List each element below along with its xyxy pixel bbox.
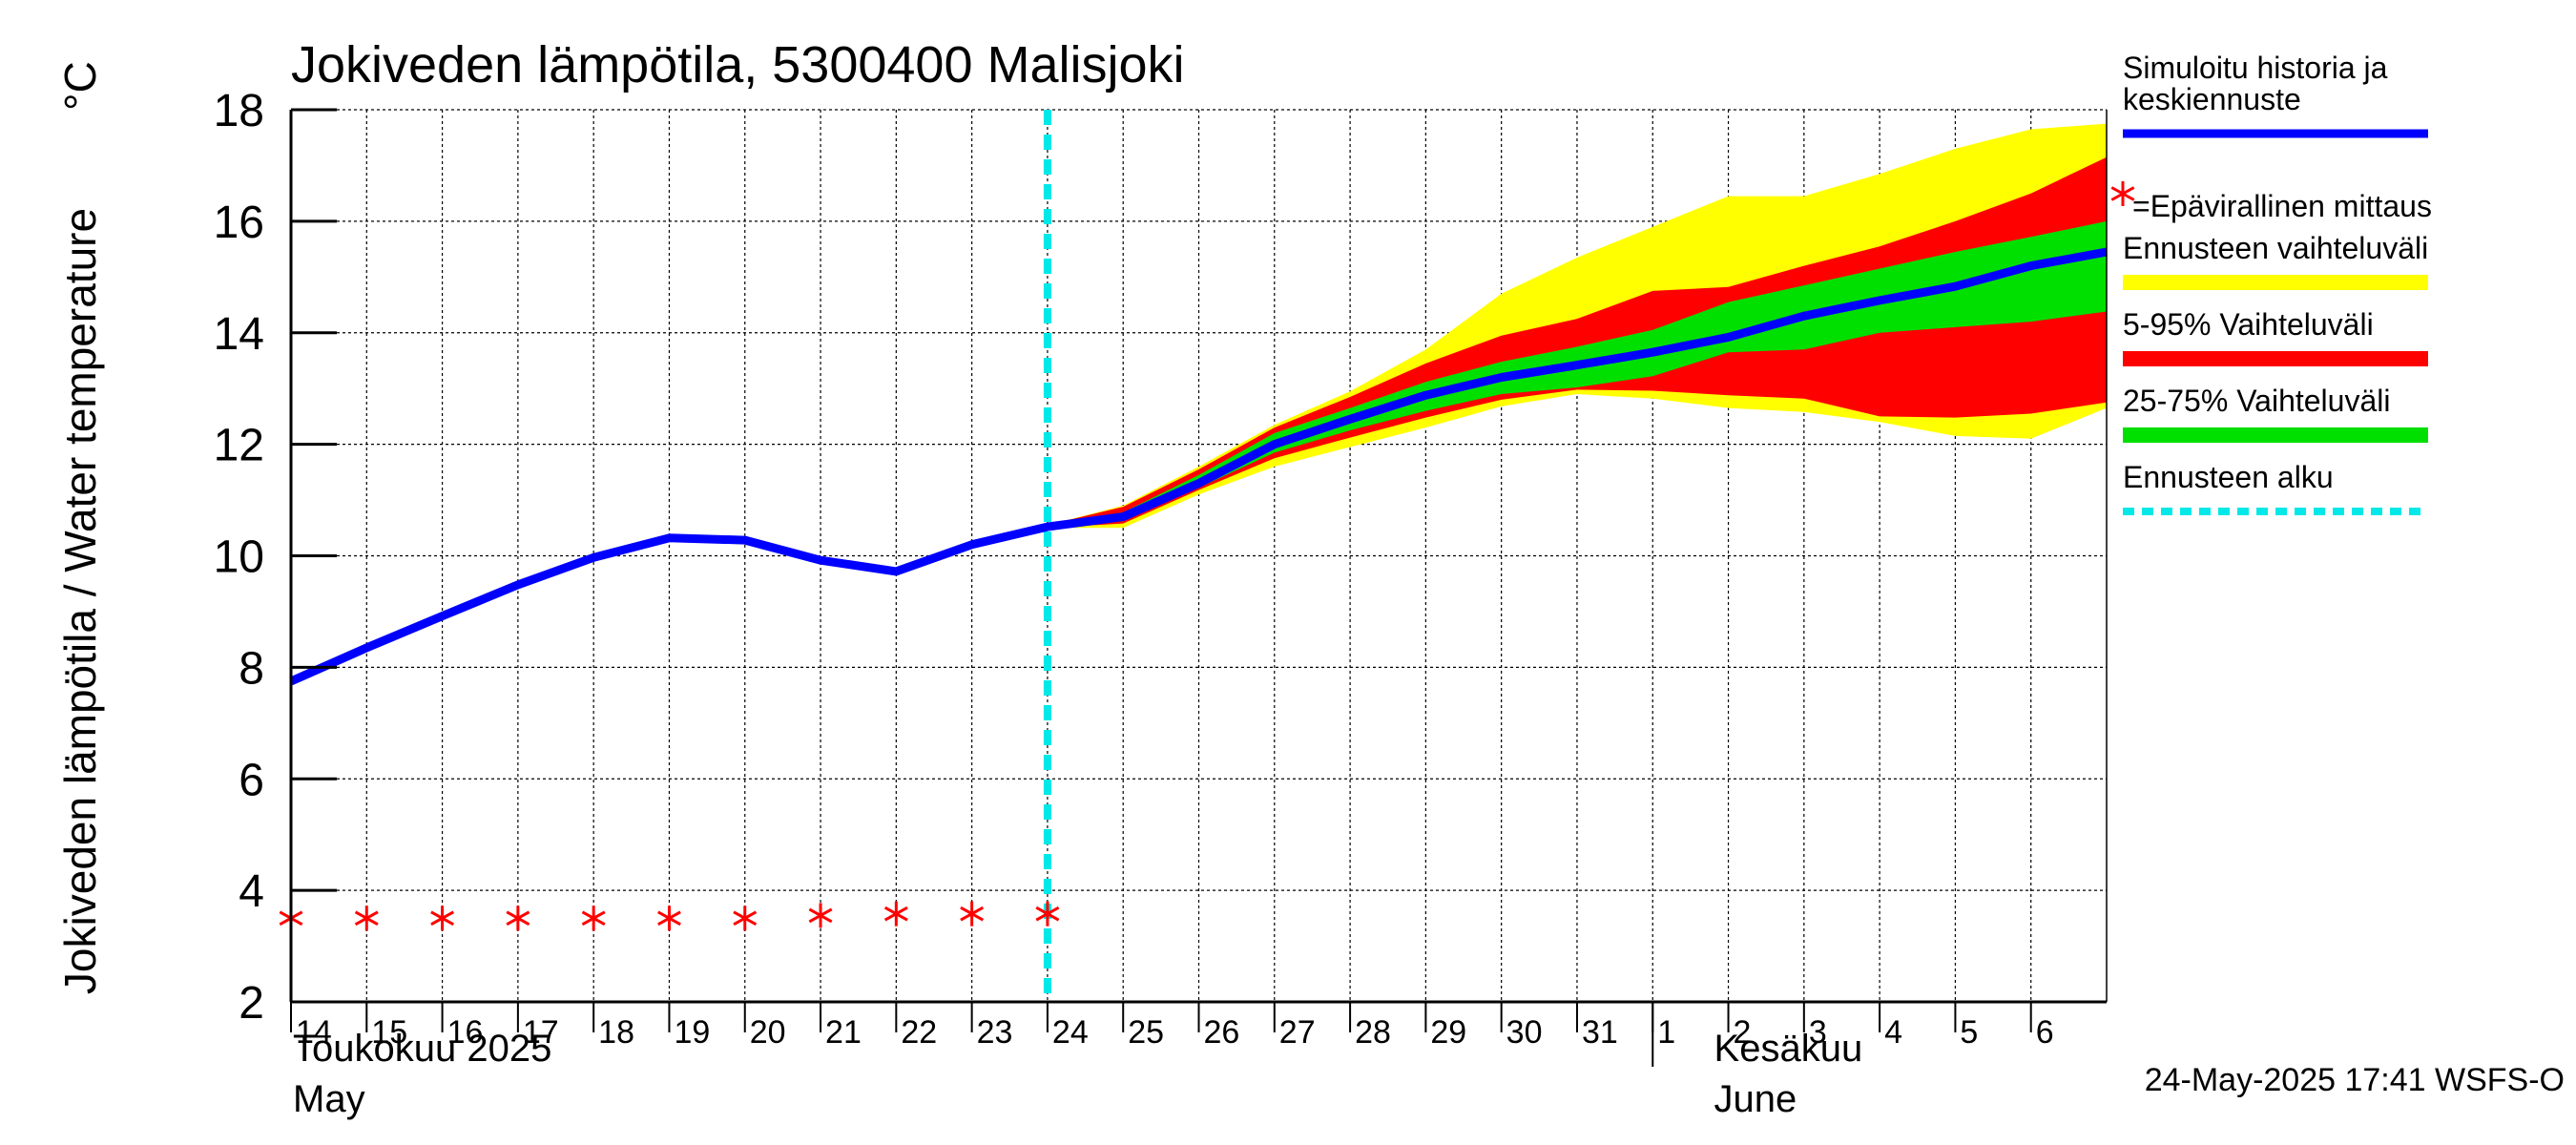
x-tick-label: 1: [1657, 1014, 1675, 1051]
observation-markers: [279, 901, 1060, 931]
y-axis-unit: °C: [55, 61, 105, 111]
observation-point: [506, 906, 530, 931]
x-tick-label: 16: [447, 1014, 484, 1051]
legend-star-icon: [2110, 181, 2135, 206]
x-tick-label: 25: [1128, 1014, 1164, 1051]
x-tick-label: 18: [598, 1014, 634, 1051]
observation-point: [581, 906, 606, 931]
y-tick-label: 10: [214, 532, 264, 583]
x-tick-label: 28: [1355, 1014, 1391, 1051]
median-line: [289, 247, 2108, 686]
x-tick-label: 5: [1960, 1014, 1978, 1051]
month-label-fi: Kesäkuu: [1714, 1028, 1863, 1070]
y-axis-label: Jokiveden lämpötila / Water temperature: [55, 208, 105, 994]
legend-label: Ennusteen vaihteluväli: [2123, 231, 2428, 265]
y-tick-label: 18: [214, 86, 264, 136]
x-tick-label: 30: [1506, 1014, 1543, 1051]
x-tick-label: 21: [825, 1014, 862, 1051]
y-tick-label: 6: [239, 755, 264, 805]
y-tick-label: 8: [239, 643, 264, 694]
observation-point: [657, 906, 681, 931]
observation-point: [960, 901, 985, 926]
x-tick-label: 29: [1430, 1014, 1466, 1051]
band-25-75: [1047, 220, 2107, 528]
legend-swatch: [2123, 427, 2428, 443]
x-tick-label: 24: [1052, 1014, 1089, 1051]
observation-point: [354, 906, 379, 931]
legend-label: 5-95% Vaihteluväli: [2123, 307, 2374, 342]
y-tick-label: 16: [214, 198, 264, 248]
legend-label: keskiennuste: [2123, 82, 2301, 116]
x-tick-label: 19: [674, 1014, 710, 1051]
legend-label: Ennusteen alku: [2123, 460, 2334, 494]
x-tick-label: 23: [977, 1014, 1013, 1051]
month-label-en: June: [1714, 1078, 1797, 1120]
legend-swatch: [2123, 351, 2428, 366]
observation-point: [1035, 901, 1060, 926]
legend-label: Simuloitu historia ja: [2123, 51, 2388, 85]
y-tick-label: 14: [214, 309, 264, 360]
month-label-fi: Toukokuu 2025: [293, 1028, 551, 1070]
observation-point: [808, 903, 833, 928]
legend-label: 25-75% Vaihteluväli: [2123, 384, 2390, 418]
x-tick-label: 26: [1204, 1014, 1240, 1051]
month-label-en: May: [293, 1078, 365, 1120]
x-tick-label: 2: [1734, 1014, 1752, 1051]
x-tick-label: 14: [296, 1014, 332, 1051]
y-tick-label: 12: [214, 421, 264, 471]
x-tick-label: 31: [1582, 1014, 1618, 1051]
x-tick-label: 20: [750, 1014, 786, 1051]
y-tick-label: 2: [239, 978, 264, 1029]
x-tick-label: 3: [1809, 1014, 1827, 1051]
observation-point: [883, 901, 908, 926]
observation-point: [430, 906, 455, 931]
x-tick-label: 27: [1279, 1014, 1316, 1051]
x-tick-label: 22: [901, 1014, 937, 1051]
x-tick-label: 4: [1884, 1014, 1902, 1051]
x-tick-label: 6: [2036, 1014, 2054, 1051]
legend-label: =Epävirallinen mittaus: [2132, 189, 2432, 223]
chart-title: Jokiveden lämpötila, 5300400 Malisjoki: [291, 36, 1185, 94]
data-lines: [289, 110, 2108, 1002]
y-tick-label: 4: [239, 866, 264, 917]
legend-swatch: [2123, 275, 2428, 290]
timestamp: 24-May-2025 17:41 WSFS-O: [2145, 1062, 2565, 1098]
x-tick-label: 17: [523, 1014, 559, 1051]
observation-point: [733, 906, 758, 931]
x-tick-label: 15: [371, 1014, 407, 1051]
